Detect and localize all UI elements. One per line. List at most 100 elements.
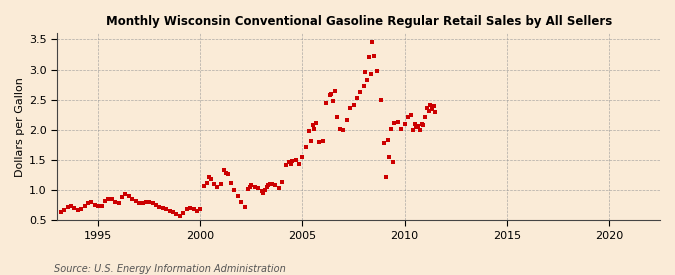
Point — [273, 186, 284, 190]
Point — [304, 129, 315, 133]
Point — [175, 214, 186, 218]
Point — [385, 126, 396, 131]
Point — [250, 184, 261, 189]
Point — [300, 145, 311, 149]
Point — [263, 183, 274, 187]
Point — [403, 114, 414, 119]
Point — [430, 109, 441, 114]
Point — [265, 182, 275, 186]
Point — [367, 40, 378, 45]
Point — [124, 194, 134, 198]
Point — [225, 181, 236, 185]
Point — [365, 72, 376, 76]
Point — [59, 208, 70, 212]
Point — [117, 195, 128, 200]
Point — [147, 201, 158, 205]
Point — [79, 204, 90, 209]
Point — [113, 201, 124, 205]
Point — [413, 123, 424, 128]
Point — [185, 205, 196, 210]
Point — [428, 103, 439, 108]
Point — [144, 200, 155, 204]
Point — [198, 184, 209, 188]
Point — [324, 93, 335, 97]
Point — [267, 182, 277, 186]
Point — [103, 196, 114, 201]
Point — [342, 117, 352, 122]
Point — [258, 190, 269, 195]
Point — [290, 158, 301, 162]
Point — [294, 161, 304, 166]
Point — [86, 200, 97, 204]
Point — [178, 211, 189, 215]
Point — [127, 196, 138, 201]
Point — [204, 175, 215, 179]
Point — [421, 105, 432, 110]
Point — [328, 99, 339, 103]
Point — [286, 161, 296, 166]
Point — [65, 204, 76, 208]
Point — [215, 182, 226, 186]
Title: Monthly Wisconsin Conventional Gasoline Regular Retail Sales by All Sellers: Monthly Wisconsin Conventional Gasoline … — [105, 15, 612, 28]
Point — [205, 177, 216, 182]
Point — [423, 108, 434, 113]
Point — [182, 207, 192, 211]
Point — [164, 208, 175, 213]
Point — [277, 180, 288, 185]
Point — [107, 197, 117, 201]
Point — [246, 183, 256, 188]
Point — [260, 188, 271, 192]
Point — [261, 185, 272, 189]
Point — [232, 194, 243, 198]
Point — [408, 128, 418, 132]
Point — [157, 206, 168, 210]
Point — [161, 207, 171, 211]
Point — [280, 163, 291, 167]
Point — [384, 155, 395, 159]
Point — [202, 181, 213, 185]
Point — [369, 54, 379, 59]
Point — [410, 122, 421, 126]
Point — [329, 89, 340, 93]
Y-axis label: Dollars per Gallon: Dollars per Gallon — [15, 77, 25, 177]
Point — [239, 205, 250, 209]
Point — [335, 127, 346, 131]
Point — [355, 90, 366, 95]
Point — [389, 120, 400, 125]
Point — [352, 96, 362, 101]
Point — [307, 123, 318, 127]
Point — [89, 202, 100, 207]
Point — [396, 126, 406, 131]
Point — [130, 199, 141, 203]
Point — [348, 102, 359, 107]
Point — [222, 172, 233, 176]
Point — [140, 200, 151, 204]
Point — [310, 120, 321, 125]
Point — [309, 126, 320, 131]
Point — [92, 204, 103, 209]
Point — [171, 211, 182, 216]
Point — [55, 210, 66, 215]
Point — [362, 78, 373, 82]
Point — [427, 107, 437, 112]
Point — [219, 168, 230, 172]
Point — [110, 199, 121, 204]
Point — [154, 205, 165, 209]
Point — [392, 120, 403, 124]
Point — [284, 160, 294, 165]
Point — [76, 207, 86, 212]
Point — [420, 114, 431, 119]
Point — [72, 208, 83, 212]
Point — [244, 184, 255, 189]
Point — [314, 140, 325, 144]
Point — [321, 101, 332, 106]
Point — [379, 141, 389, 145]
Point — [270, 183, 281, 188]
Point — [97, 204, 107, 208]
Point — [252, 186, 263, 191]
Point — [358, 84, 369, 89]
Point — [331, 114, 342, 119]
Point — [168, 210, 179, 215]
Point — [382, 138, 393, 142]
Text: Source: U.S. Energy Information Administration: Source: U.S. Energy Information Administ… — [54, 264, 286, 274]
